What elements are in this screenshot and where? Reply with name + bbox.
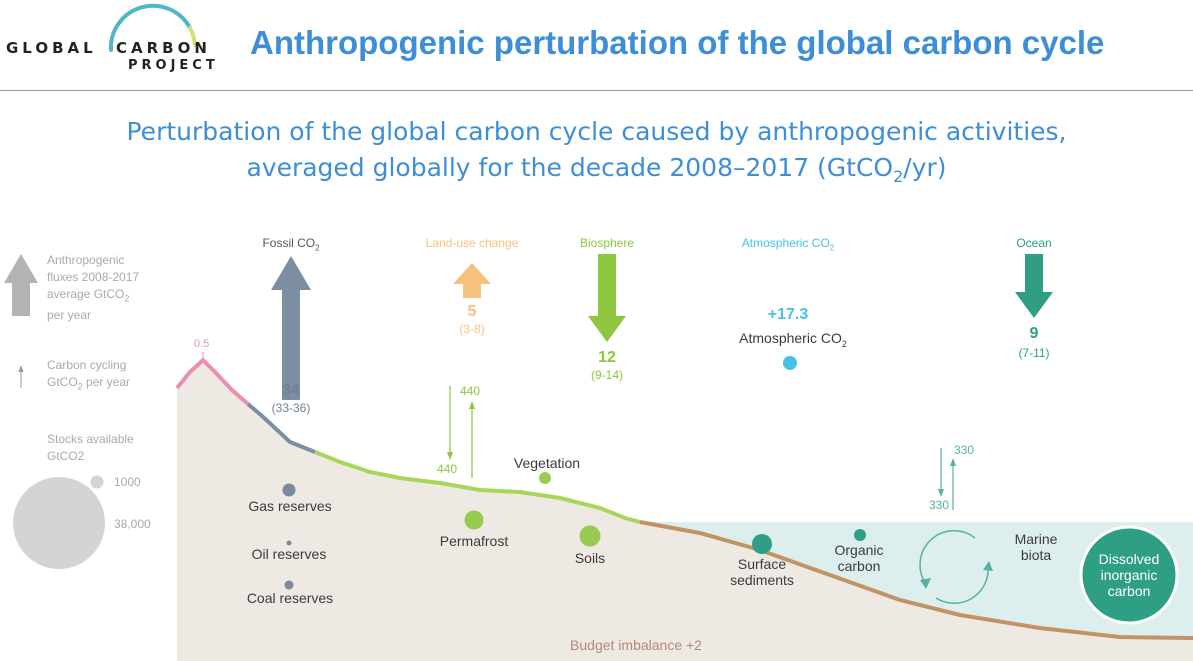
gas-reserves-label: Gas reserves xyxy=(248,498,332,514)
legend-cycling-label: Carbon cycling GtCO2 per year xyxy=(47,358,131,392)
oil-reserves-dot xyxy=(286,540,292,546)
header-divider xyxy=(0,90,1193,91)
legend-stock-large-dot xyxy=(13,477,105,569)
atmospheric-co2-dot xyxy=(783,356,797,370)
page-title: Anthropogenic perturbation of the global… xyxy=(250,24,1105,61)
ocean-cycle-down-value: 330 xyxy=(929,498,950,512)
marine-biota-label: Marine biota xyxy=(1014,531,1058,563)
coal-reserves-label: Coal reserves xyxy=(246,590,334,606)
coal-reserves-dot xyxy=(284,580,294,590)
ocean-cycle-down-head xyxy=(938,489,944,497)
legend-stocks-label: Stocks available GtCO2 xyxy=(47,432,134,463)
biosphere-value: 12 xyxy=(598,349,616,366)
subtitle-line-2: averaged globally for the decade 2008–20… xyxy=(246,153,947,186)
logo-ring-icon xyxy=(108,3,197,52)
ocean-water xyxy=(640,522,1193,636)
fossil-range: (33-36) xyxy=(271,401,311,415)
dissolved-inorganic-carbon-label: Dissolved inorganic carbon xyxy=(1098,551,1160,599)
land-cycle-down-value: 440 xyxy=(437,462,458,476)
volcanic-value: 0.5 xyxy=(194,338,210,350)
volcano-ridge xyxy=(175,357,250,406)
logo-word-carbon: CARBON xyxy=(116,39,211,57)
circulation-arrow-right xyxy=(935,565,989,605)
surface-sediments-label: Surface sediments xyxy=(730,556,794,588)
ocean-label: Ocean xyxy=(1016,236,1052,250)
dissolved-inorganic-carbon-circle xyxy=(1079,525,1179,625)
legend-stock-small-dot xyxy=(90,475,104,489)
soils-dot xyxy=(579,525,601,547)
ocean-cycle-up-value: 330 xyxy=(954,443,975,457)
legend-flux-arrow-icon xyxy=(4,254,38,316)
atmospheric-co2-label: Atmospheric CO2 xyxy=(741,236,835,253)
surface-sediments-dot xyxy=(752,534,772,554)
vegetation-surface xyxy=(314,450,641,524)
biosphere-down-arrow xyxy=(588,254,626,342)
logo-word-global: GLOBAL xyxy=(6,39,97,57)
fossil-value: 34 xyxy=(282,382,300,399)
permafrost-label: Permafrost xyxy=(439,533,509,549)
organic-carbon-label: Organic carbon xyxy=(834,542,884,574)
legend-stock-small-value: 1000 xyxy=(114,475,141,489)
atmospheric-value: +17.3 xyxy=(767,306,809,323)
biosphere-label: Biosphere xyxy=(579,236,635,250)
sediment-band xyxy=(639,520,1193,640)
ocean-down-arrow xyxy=(1015,254,1053,318)
organic-carbon-dot xyxy=(854,529,866,541)
logo-word-project: PROJECT xyxy=(128,58,219,73)
fossil-co2-label: Fossil CO2 xyxy=(262,236,320,253)
subtitle-line-1: Perturbation of the global carbon cycle … xyxy=(126,117,1067,146)
ocean-value: 9 xyxy=(1029,325,1039,342)
permafrost-dot xyxy=(464,510,484,530)
legend-flux-label: Anthropogenic fluxes 2008-2017 average G… xyxy=(47,253,140,323)
gas-reserves-dot xyxy=(282,483,296,497)
land-use-change-label: Land-use change xyxy=(425,236,519,250)
land-use-up-arrow xyxy=(453,263,491,298)
land-use-value: 5 xyxy=(467,303,477,320)
oil-reserves-label: Oil reserves xyxy=(251,546,327,562)
legend-stock-large-value: 38,000 xyxy=(114,517,151,531)
soils-label: Soils xyxy=(574,550,606,566)
biosphere-range: (9-14) xyxy=(590,368,624,382)
vegetation-label: Vegetation xyxy=(513,455,581,471)
land-use-range: (3-8) xyxy=(459,322,485,336)
land-cycle-up-head xyxy=(469,401,475,409)
land-cycle-up-value: 440 xyxy=(460,384,481,398)
ocean-cycle-up-head xyxy=(950,458,956,466)
circulation-arrow-left xyxy=(919,530,976,585)
land-terrain xyxy=(177,360,1193,661)
ocean-range: (7-11) xyxy=(1018,346,1050,360)
vegetation-dot xyxy=(539,472,551,484)
atmospheric-co2-name: Atmospheric CO2 xyxy=(739,330,847,349)
land-cycle-down-head xyxy=(447,452,453,460)
fossil-up-arrow xyxy=(271,256,311,400)
budget-imbalance-label: Budget imbalance +2 xyxy=(570,637,702,653)
fossil-ridge xyxy=(246,402,316,454)
